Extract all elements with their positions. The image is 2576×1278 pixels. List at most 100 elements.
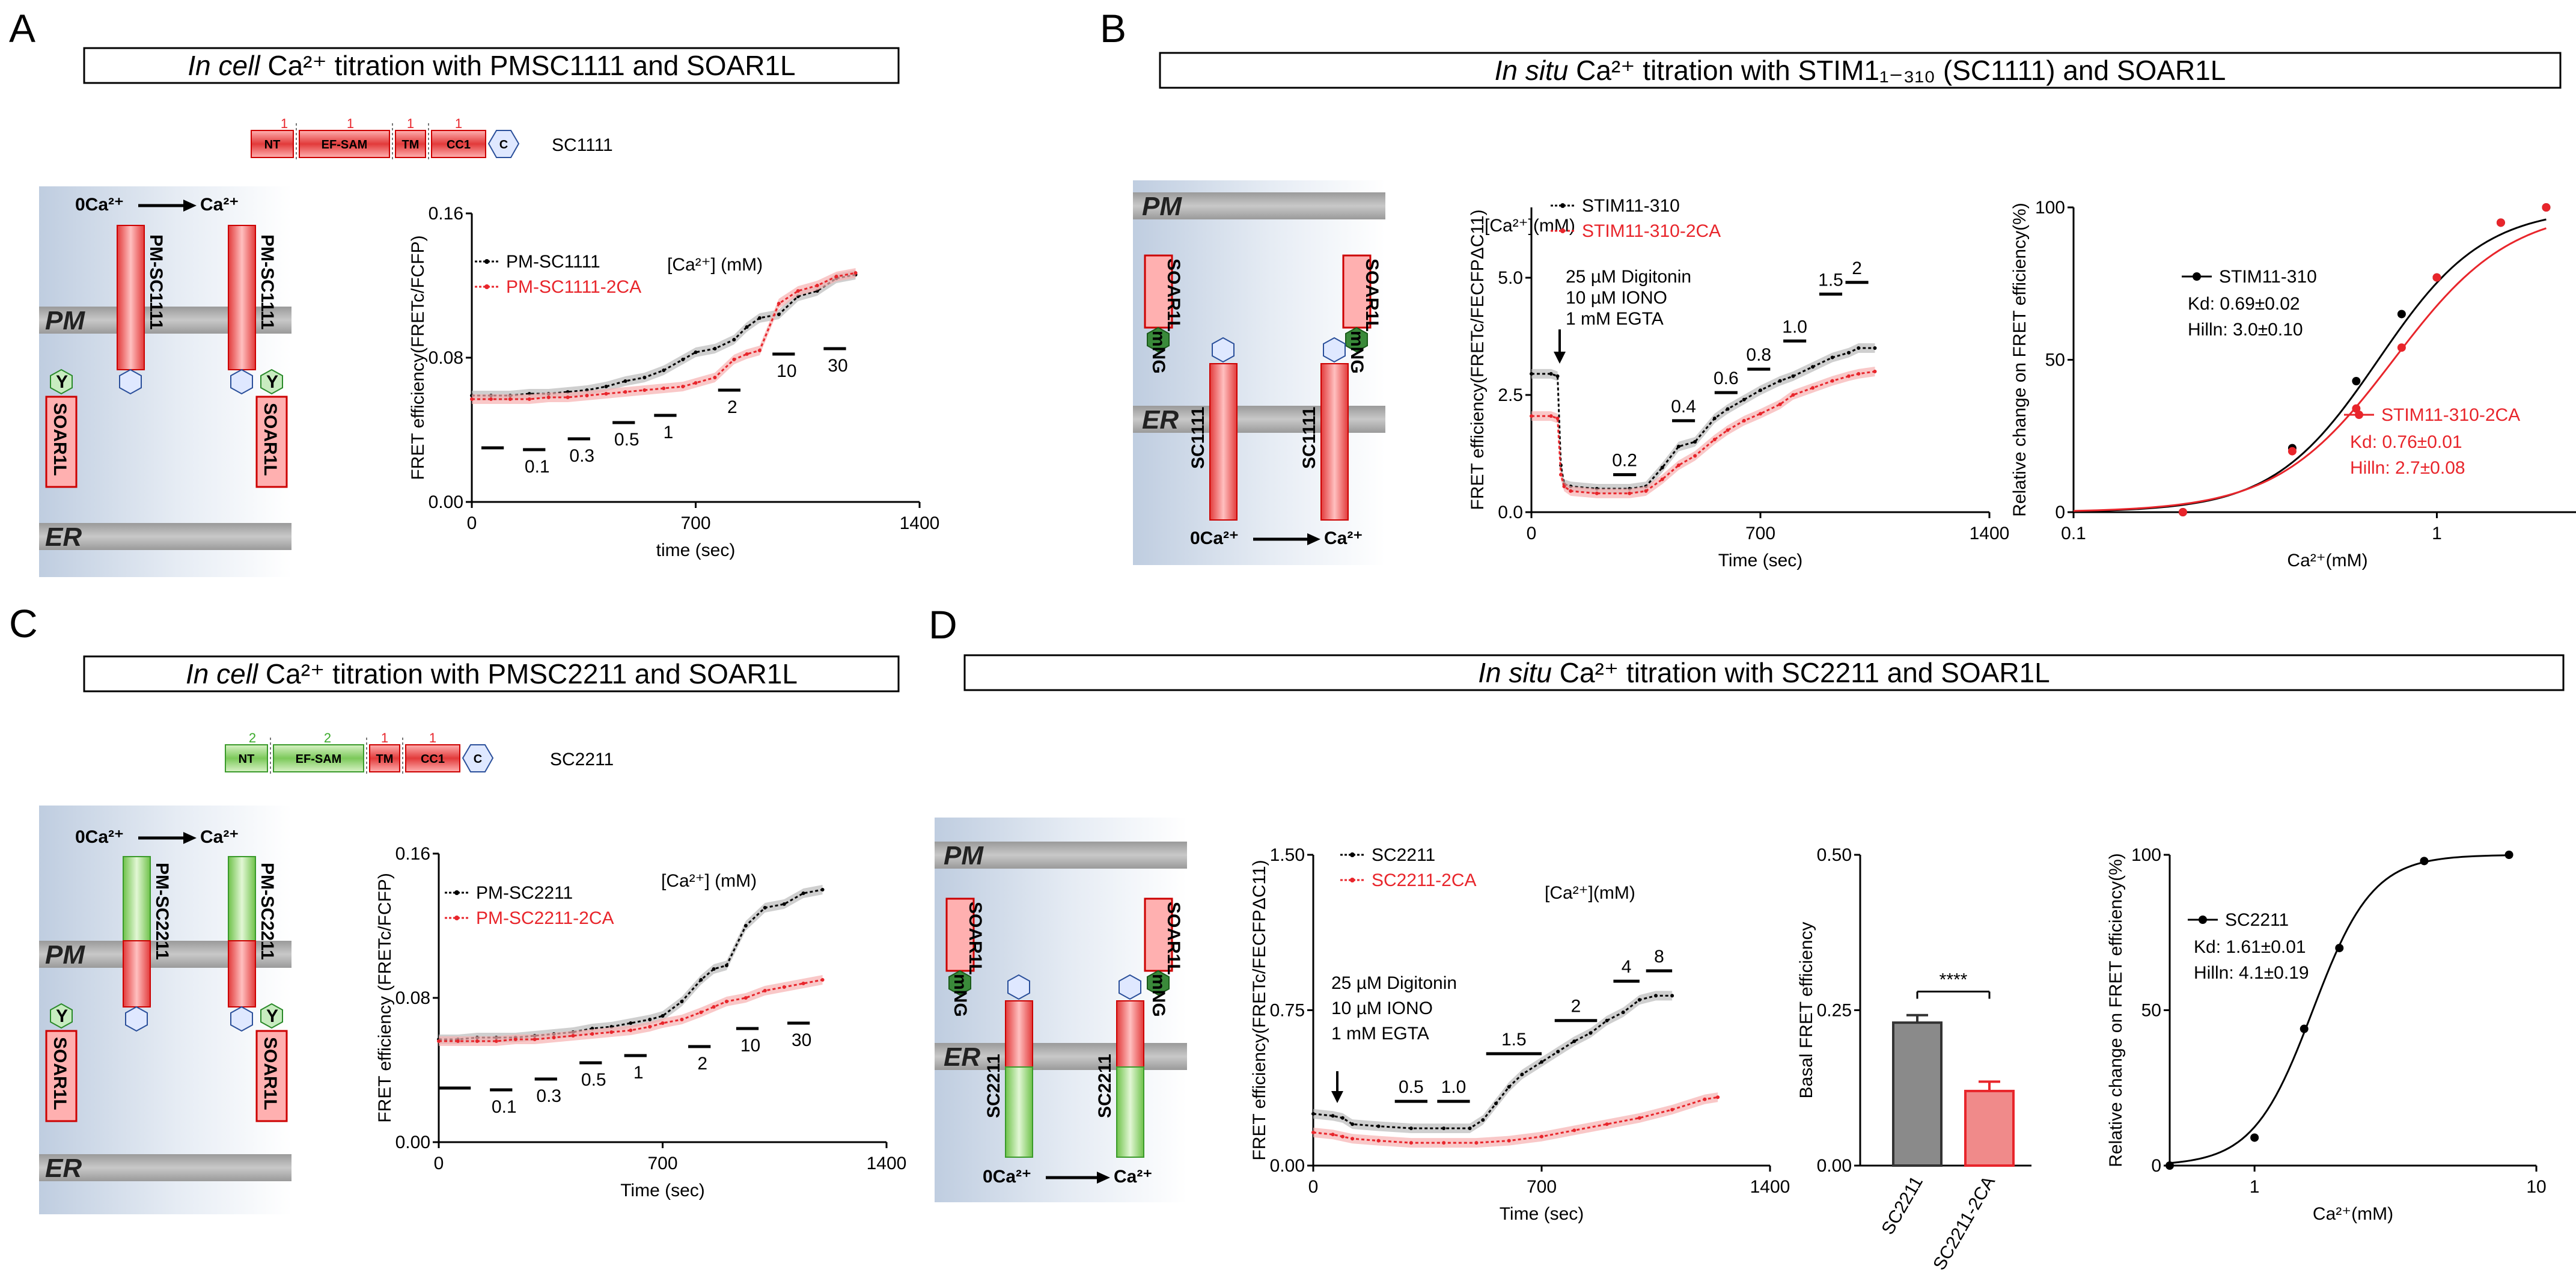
x-axis-label: Ca²⁺(mM) — [2287, 551, 2367, 570]
domain-number: 1 — [347, 116, 354, 131]
data-point — [1605, 1018, 1609, 1023]
domain-c-1 — [487, 130, 520, 158]
data-point — [757, 316, 762, 320]
domain-efsam-1 — [299, 130, 390, 158]
x-tick-label: 1400 — [1750, 1177, 1790, 1197]
kd-label: Kd: 0.69±0.02 — [2188, 294, 2300, 314]
partner-label: SOAR1L — [260, 403, 280, 476]
hexagon-c — [125, 1006, 148, 1032]
arrow-head — [183, 832, 197, 844]
concentration-label: 0.5 — [581, 1070, 606, 1090]
partner-label: SOAR1L — [965, 902, 985, 975]
data-point — [629, 1029, 633, 1032]
schematic-c: PM ER 0Ca²⁺ Ca²⁺ PM-SC2211 PM-SC2211 Y S… — [39, 806, 291, 1214]
domain-tm-2 — [369, 744, 400, 772]
legend-label: STIM11-310-2CA — [1582, 221, 1721, 241]
y-tick-label: 0.00 — [395, 1133, 430, 1152]
data-point — [661, 1021, 665, 1025]
data-point — [1376, 1139, 1381, 1143]
data-point — [782, 902, 786, 906]
y-axis-label: FRET efficiency(FRETc/FECFPΔC11) — [1250, 860, 1269, 1160]
data-point — [1481, 1118, 1485, 1122]
concentration-label: 0.3 — [536, 1086, 561, 1106]
state-from: 0Ca²⁺ — [1190, 528, 1239, 548]
y-axis-label: Relative change on FRET efficiency(%) — [2010, 203, 2030, 516]
y-tick-label: 100 — [2131, 845, 2161, 865]
legend-label: STIM11-310-2CA — [2381, 405, 2520, 425]
state-to: Ca²⁺ — [1114, 1167, 1152, 1187]
domain-nt-2 — [225, 744, 268, 772]
data-point — [1644, 489, 1648, 493]
data-point — [694, 381, 698, 385]
y-tick-label: 0 — [2151, 1156, 2161, 1176]
y-tick-label: 50 — [2045, 350, 2065, 370]
error-band — [1313, 991, 1673, 1133]
data-point — [629, 1021, 633, 1025]
data-point — [1331, 1133, 1335, 1137]
x-tick-label: 1 — [2250, 1177, 2260, 1197]
x-tick-label: 0 — [467, 513, 477, 533]
data-point — [1442, 1141, 1446, 1145]
legend-label: STIM11-310 — [2219, 267, 2317, 287]
mng-icon — [1147, 326, 1170, 353]
digitonin-label: 25 µM Digitonin — [1566, 267, 1691, 287]
soar1l-block — [45, 396, 78, 488]
legend-marker — [484, 259, 489, 264]
data-point — [475, 1039, 479, 1043]
data-point — [2420, 857, 2429, 866]
hexagon-c — [1323, 337, 1346, 363]
data-point — [2300, 1024, 2309, 1033]
data-point — [1562, 485, 1566, 489]
concentration-label: 8 — [1654, 947, 1664, 967]
data-point — [2178, 508, 2187, 516]
state-from: 0Ca²⁺ — [75, 195, 124, 215]
concentration-label: 0.1 — [525, 457, 550, 477]
data-point — [782, 985, 786, 989]
data-point — [1605, 1122, 1609, 1127]
legend-marker — [1350, 852, 1355, 857]
data-point — [2504, 851, 2513, 859]
x-axis-label: Time (sec) — [620, 1181, 705, 1200]
data-point — [712, 1005, 716, 1009]
x-tick-label: 700 — [647, 1154, 677, 1173]
hill-label: Hilln: 3.0±0.10 — [2188, 320, 2303, 340]
data-point — [623, 390, 627, 394]
protein-label: SC2211 — [984, 1054, 1004, 1118]
data-point — [680, 1018, 684, 1021]
concentration-label: 1.0 — [1441, 1077, 1467, 1097]
data-point — [456, 1039, 460, 1043]
er-label: ER — [1142, 405, 1179, 435]
significance-stars: **** — [1940, 970, 1968, 989]
series-line — [1531, 347, 1875, 490]
x-axis-label: Time (sec) — [1718, 551, 1803, 570]
protein-cylinder — [1209, 363, 1238, 521]
data-point — [1846, 350, 1851, 355]
cell-background — [935, 818, 1187, 1202]
chart-a-trace: 0.00 0.08 0.16 0 700 1400 time (sec) FRET effic… — [408, 204, 939, 560]
data-point — [1791, 374, 1795, 378]
domain-label: NT — [264, 138, 281, 151]
data-point — [1660, 465, 1664, 469]
y-tick-label: 0 — [2055, 503, 2065, 522]
data-point — [1654, 994, 1658, 998]
concentration-label: 30 — [792, 1030, 811, 1050]
data-point — [724, 964, 728, 967]
y-tick-label: 0.16 — [395, 844, 430, 864]
ypet-icon — [260, 368, 283, 395]
title-b: In situ Ca²⁺ titration with STIM1₁₋₃₁₀ (… — [1495, 55, 2226, 86]
chart-c-trace: 0.00 0.08 0.16 0 700 1400 Time (sec) FRET effic… — [375, 844, 906, 1200]
data-point — [834, 275, 838, 278]
y-tick-label: 2.5 — [1498, 385, 1523, 405]
partner-label: SOAR1L — [260, 1037, 280, 1110]
data-point — [777, 302, 781, 305]
title-b-italic: In situ — [1495, 55, 1569, 86]
tag-label: mNG — [1149, 331, 1168, 374]
construct-sc1111: NT EF-SAM TM CC1 C 1 1 1 1 SC1111 — [251, 116, 613, 161]
bar — [1892, 1021, 1943, 1167]
ypet-icon — [50, 368, 73, 395]
ca-unit-label: [Ca²⁺] (mM) — [667, 255, 763, 275]
mng-icon — [948, 970, 971, 996]
series-line — [1313, 1096, 1718, 1144]
construct-name: SC1111 — [552, 135, 613, 155]
addition-arrow-head — [1554, 352, 1566, 364]
